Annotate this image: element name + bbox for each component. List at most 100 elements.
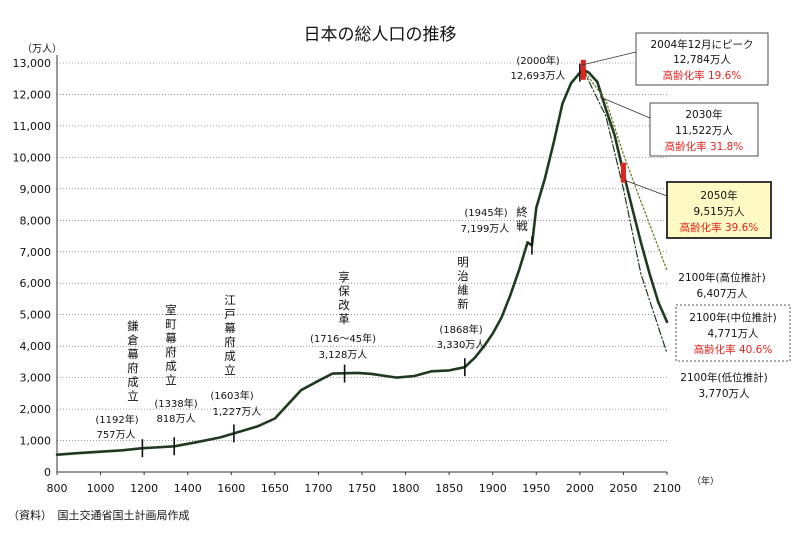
low-line2: 3,770万人 <box>698 388 750 400</box>
muromachi-name: 室町幕府成立 <box>165 303 177 387</box>
y-tick-label: 6,000 <box>20 277 52 290</box>
y2050-line2: 9,515万人 <box>693 206 745 218</box>
axes: 0 1,000 2,000 3,000 4,000 5,000 6,000 7,000 8,00… <box>13 55 681 495</box>
y-tick-label: 7,000 <box>20 246 52 259</box>
x-tick-label: 2100 <box>653 482 681 495</box>
annotation-meiji: 明治維新 (1868年) 3,330万人 <box>437 255 486 351</box>
callout-2030-box <box>649 102 759 157</box>
vertical-char: 明 <box>457 255 469 269</box>
muromachi-year: (1338年) <box>154 397 197 410</box>
mid-line2: 4,771万人 <box>707 328 759 340</box>
y-tick-label: 12,000 <box>13 88 52 101</box>
kyoho-name: 享保改革 <box>338 270 350 326</box>
high-line1: 2100年(高位推計) <box>678 271 765 284</box>
callout-2050-box <box>666 181 772 239</box>
y2030-line1: 2030年 <box>685 108 722 121</box>
edo-name: 江戸幕府成立 <box>224 293 236 377</box>
vertical-char: 室 <box>165 303 177 317</box>
vertical-char: 戸 <box>224 307 236 321</box>
vertical-char: 享 <box>338 270 350 284</box>
muromachi-pop: 818万人 <box>156 413 195 425</box>
high-line2: 6,407万人 <box>696 288 748 300</box>
annotation-2000: (2000年) 12,693万人 <box>511 54 566 82</box>
y-tick-label: 10,000 <box>13 151 52 164</box>
x-tick-label: 800 <box>47 482 68 495</box>
kyoho-pop: 3,128万人 <box>319 349 368 361</box>
x-axis-unit: （年） <box>692 475 719 487</box>
y-tick-label: 4,000 <box>20 340 52 353</box>
gridlines <box>57 62 667 441</box>
x-tick-label: 1900 <box>479 482 507 495</box>
callout-2030: 2030年 11,522万人 高齢化率 31.8% <box>649 102 759 157</box>
vertical-char: 成 <box>165 359 177 373</box>
vertical-char: 立 <box>165 373 177 387</box>
label-high-projection: 2100年(高位推計) 6,407万人 <box>678 271 765 300</box>
leader-2030 <box>599 96 651 119</box>
vertical-char: 町 <box>165 317 177 331</box>
series-line-low <box>582 69 668 354</box>
callout-leaders <box>581 51 668 197</box>
vertical-char: 戦 <box>516 219 528 233</box>
vertical-char: 幕 <box>127 347 139 361</box>
vertical-char: 新 <box>457 297 469 311</box>
vertical-char: 治 <box>457 269 469 283</box>
x-tick-label: 2000 <box>566 482 594 495</box>
y-tick-label: 11,000 <box>13 120 52 133</box>
vertical-char: 維 <box>457 283 469 297</box>
shusen-name: 終戦 <box>516 205 528 233</box>
edo-year: (1603年) <box>210 389 253 402</box>
y-tick-label: 13,000 <box>13 57 52 70</box>
shusen-year: (1945年) <box>464 206 507 219</box>
annotation-edo: 江戸幕府成立 (1603年) 1,227万人 <box>210 293 261 418</box>
callout-2050: 2050年 9,515万人 高齢化率 39.6% <box>666 181 772 239</box>
kyoho-year: (1716～45年) <box>310 332 376 345</box>
y-axis-unit: （万人） <box>22 43 62 55</box>
annotation-muromachi: 室町幕府成立 (1338年) 818万人 <box>154 303 197 425</box>
vertical-char: 府 <box>165 345 177 359</box>
y2030-line3: 高齢化率 31.8% <box>665 140 744 153</box>
meiji-name: 明治維新 <box>457 255 469 311</box>
x-tick-label: 1650 <box>261 482 289 495</box>
edo-pop: 1,227万人 <box>213 406 262 418</box>
vertical-char: 鎌 <box>127 319 139 333</box>
label-low-projection: 2100年(低位推計) 3,770万人 <box>680 371 767 400</box>
mid-line3: 高齢化率 40.6% <box>694 343 773 356</box>
vertical-char: 立 <box>127 389 139 403</box>
annotation-kyoho: 享保改革 (1716～45年) 3,128万人 <box>310 270 376 361</box>
chart-title: 日本の総人口の推移 <box>304 25 457 45</box>
y-tick-label: 0 <box>44 466 51 479</box>
event-markers <box>141 59 626 458</box>
leader-peak <box>581 51 637 66</box>
series <box>55 68 669 457</box>
source-note: （資料） 国土交通省国土計画局作成 <box>8 508 190 522</box>
y2050-line1: 2050年 <box>700 189 737 202</box>
y-tick-label: 1,000 <box>20 435 52 448</box>
x-tick-label: 1000 <box>87 482 115 495</box>
annotation-kamakura: 鎌倉幕府成立 (1192年) 757万人 <box>95 319 139 441</box>
x-tick-label: 2050 <box>609 482 637 495</box>
shusen-pop: 7,199万人 <box>461 223 510 235</box>
peak-line3: 高齢化率 19.6% <box>663 69 742 82</box>
x-tick-label: 1700 <box>304 482 332 495</box>
vertical-char: 終 <box>516 205 528 219</box>
y2000-year: (2000年) <box>516 54 559 67</box>
meiji-year: (1868年) <box>439 323 482 336</box>
vertical-char: 府 <box>127 361 139 375</box>
x-tick-label: 1800 <box>392 482 420 495</box>
peak-line2: 12,784万人 <box>673 54 731 66</box>
x-tick-label: 1850 <box>435 482 463 495</box>
vertical-char: 江 <box>224 293 236 307</box>
y2050-line3: 高齢化率 39.6% <box>680 221 759 234</box>
red-marker <box>620 162 626 183</box>
y2000-pop: 12,693万人 <box>511 70 566 82</box>
callout-peak: 2004年12月にピーク 12,784万人 高齢化率 19.6% <box>635 32 769 86</box>
kamakura-pop: 757万人 <box>96 429 135 441</box>
y-tick-label: 3,000 <box>20 372 52 385</box>
mid-line1: 2100年(中位推計) <box>689 311 776 324</box>
series-line-actual-mid <box>55 68 669 457</box>
vertical-char: 改 <box>338 298 350 312</box>
vertical-char: 倉 <box>127 333 139 347</box>
x-tick-label: 1200 <box>130 482 158 495</box>
red-marker <box>580 59 586 80</box>
